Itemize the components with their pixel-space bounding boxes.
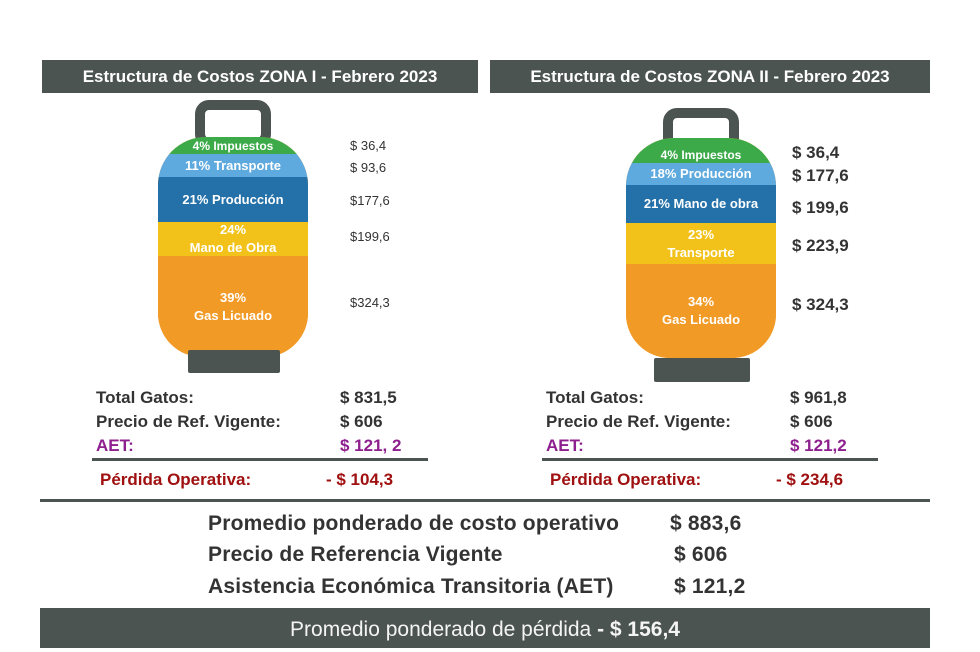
zone1-ref-label: Precio de Ref. Vigente: <box>96 412 281 431</box>
summary-ref-price-label: Precio de Referencia Vigente <box>208 543 503 566</box>
zone1-header: Estructura de Costos ZONA I - Febrero 20… <box>42 60 478 93</box>
zone2-ref-value: $ 606 <box>790 412 833 431</box>
zone2-gas-cylinder: 4% Impuestos 18% Producción 21% Mano de … <box>626 108 776 383</box>
zone1-total-label: Total Gatos: <box>96 388 194 407</box>
cylinder-base <box>188 350 280 373</box>
zone2-total-label: Total Gatos: <box>546 388 644 407</box>
zone1-aet-label: AET: <box>96 436 134 455</box>
zone1-total-value: $ 831,5 <box>340 388 397 407</box>
summary-divider <box>40 499 930 502</box>
zone1-value-gas-licuado: $324,3 <box>350 295 390 310</box>
summary-loss-value: - $ 156,4 <box>597 618 680 641</box>
zone1-value-mano-de-obra: $199,6 <box>350 229 390 244</box>
segment-impuestos: 4% Impuestos <box>158 137 308 154</box>
segment-mano-de-obra: 21% Mano de obra <box>626 185 776 223</box>
zone1-aet-value: $ 121, 2 <box>340 436 402 455</box>
zone2-value-mano-de-obra: $ 199,6 <box>792 198 849 217</box>
segment-mano-de-obra: 24% Mano de Obra <box>158 222 308 256</box>
segment-gas-licuado: 34% Gas Licuado <box>626 264 776 358</box>
zone2-value-transporte: $ 223,9 <box>792 236 849 255</box>
summary-aet-value: $ 121,2 <box>674 575 746 598</box>
segment-gas-licuado: 39% Gas Licuado <box>158 256 308 357</box>
zone2-value-gas-licuado: $ 324,3 <box>792 295 849 314</box>
zone1-value-produccion: $177,6 <box>350 193 390 208</box>
segment-produccion: 18% Producción <box>626 163 776 185</box>
zone1-ref-value: $ 606 <box>340 412 383 431</box>
zone1-gas-cylinder: 4% Impuestos 11% Transporte 21% Producci… <box>158 100 308 382</box>
zone1-loss-label: Pérdida Operativa: <box>100 470 252 489</box>
segment-transporte: 11% Transporte <box>158 154 308 177</box>
zone2-loss-value: - $ 234,6 <box>776 470 844 489</box>
summary-loss-label: Promedio ponderado de pérdida <box>290 618 598 641</box>
cylinder-base <box>654 358 750 382</box>
zone2-ref-label: Precio de Ref. Vigente: <box>546 412 731 431</box>
zone2-aet-value: $ 121,2 <box>790 436 847 455</box>
zone2-value-produccion: $ 177,6 <box>792 166 849 185</box>
cylinder-body: 4% Impuestos 18% Producción 21% Mano de … <box>626 138 776 358</box>
zone2-aet-label: AET: <box>546 436 584 455</box>
segment-transporte: 23% Transporte <box>626 223 776 264</box>
segment-impuestos: 4% Impuestos <box>626 138 776 163</box>
summary-avg-cost-label: Promedio ponderado de costo operativo <box>208 512 620 535</box>
zone1-value-transporte: $ 93,6 <box>350 160 387 175</box>
summary-avg-cost-value: $ 883,6 <box>670 512 742 535</box>
zone2-value-impuestos: $ 36,4 <box>792 143 840 162</box>
cylinder-body: 4% Impuestos 11% Transporte 21% Producci… <box>158 137 308 357</box>
summary-aet-label: Asistencia Económica Transitoria (AET) <box>208 575 614 598</box>
zone2-total-value: $ 961,8 <box>790 388 847 407</box>
summary-ref-price-value: $ 606 <box>674 543 728 566</box>
zone2-loss-label: Pérdida Operativa: <box>550 470 702 489</box>
zone2-divider <box>542 458 878 461</box>
summary-loss-banner: Promedio ponderado de pérdida - $ 156,4 <box>40 608 930 648</box>
zone2-header: Estructura de Costos ZONA II - Febrero 2… <box>490 60 930 93</box>
segment-produccion: 21% Producción <box>158 177 308 222</box>
zone1-divider <box>92 458 428 461</box>
zone1-value-impuestos: $ 36,4 <box>350 138 387 153</box>
zone1-loss-value: - $ 104,3 <box>326 470 394 489</box>
